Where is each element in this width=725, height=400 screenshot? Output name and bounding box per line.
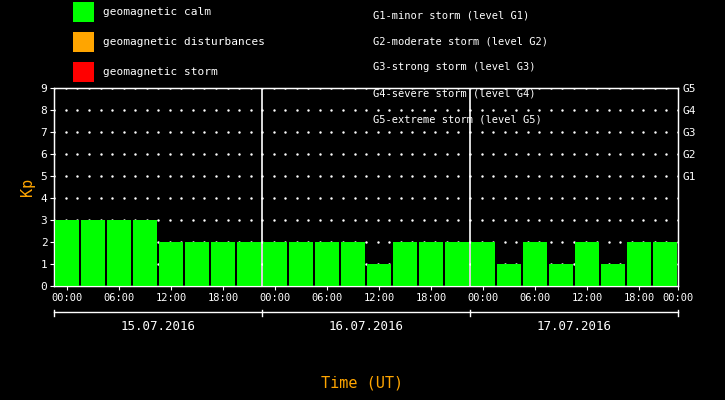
Text: geomagnetic storm: geomagnetic storm <box>103 67 218 77</box>
Bar <box>263 242 287 286</box>
Bar <box>367 264 391 286</box>
Bar <box>81 220 105 286</box>
Text: Time (UT): Time (UT) <box>321 375 404 390</box>
Text: 16.07.2016: 16.07.2016 <box>328 320 404 332</box>
Bar <box>523 242 547 286</box>
Bar <box>575 242 599 286</box>
Bar <box>419 242 443 286</box>
Bar <box>55 220 79 286</box>
Text: G1-minor storm (level G1): G1-minor storm (level G1) <box>373 10 530 20</box>
Bar <box>549 264 573 286</box>
Y-axis label: Kp: Kp <box>20 178 35 196</box>
Text: 15.07.2016: 15.07.2016 <box>121 320 196 332</box>
Bar <box>186 242 210 286</box>
Bar <box>653 242 677 286</box>
Bar <box>627 242 651 286</box>
Text: G4-severe storm (level G4): G4-severe storm (level G4) <box>373 88 536 98</box>
Bar <box>341 242 365 286</box>
Bar <box>497 264 521 286</box>
Text: geomagnetic disturbances: geomagnetic disturbances <box>103 37 265 47</box>
Bar <box>315 242 339 286</box>
Bar <box>211 242 235 286</box>
Text: 17.07.2016: 17.07.2016 <box>536 320 611 332</box>
Bar <box>237 242 261 286</box>
Bar <box>393 242 417 286</box>
Bar <box>445 242 469 286</box>
Bar <box>471 242 495 286</box>
Text: G3-strong storm (level G3): G3-strong storm (level G3) <box>373 62 536 72</box>
Text: geomagnetic calm: geomagnetic calm <box>103 7 211 17</box>
Bar <box>601 264 625 286</box>
Text: G5-extreme storm (level G5): G5-extreme storm (level G5) <box>373 114 542 124</box>
Bar <box>133 220 157 286</box>
Bar <box>160 242 183 286</box>
Text: G2-moderate storm (level G2): G2-moderate storm (level G2) <box>373 36 548 46</box>
Bar <box>107 220 131 286</box>
Bar <box>289 242 313 286</box>
